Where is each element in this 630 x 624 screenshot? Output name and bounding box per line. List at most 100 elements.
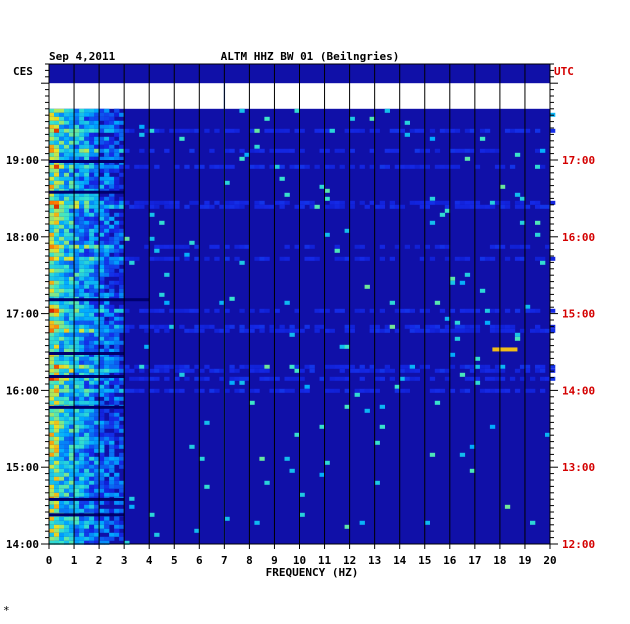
spectrogram-cell (59, 420, 65, 425)
spectrogram-cell (69, 536, 75, 541)
spectrogram-cell (149, 200, 155, 205)
spectrogram-cell (489, 204, 496, 209)
spectrogram-cell (324, 364, 330, 369)
spectrogram-cell (519, 200, 526, 205)
spectrogram-cell (79, 124, 85, 129)
spectrogram-cell (74, 132, 80, 137)
spectrogram-cell (489, 308, 496, 313)
x-tick-label: 7 (221, 554, 228, 567)
spectrogram-cell (74, 380, 80, 385)
spectrogram-cell (99, 240, 105, 245)
spectrogram-cell (489, 328, 496, 333)
spectrogram-cell (69, 196, 75, 201)
spectrogram-cell (194, 324, 200, 329)
spectrogram-cell (64, 184, 70, 189)
spectrogram-cell (269, 324, 275, 329)
spectrogram-cell (84, 220, 90, 225)
spectrogram-cell (79, 164, 85, 169)
x-tick-label: 4 (146, 554, 153, 567)
spectrogram-cell (74, 316, 80, 321)
spectrogram-cell (119, 236, 125, 241)
spectrogram-cell (344, 128, 350, 133)
spectrogram-cell (229, 380, 235, 385)
spectrogram-cell (174, 128, 180, 133)
spectrogram-cell (224, 200, 230, 205)
spectrogram-cell (84, 340, 90, 345)
spectrogram-cell (69, 368, 75, 373)
spectrogram-cell (224, 388, 230, 393)
spectrogram-cell (474, 364, 481, 369)
x-tick-label: 14 (393, 554, 407, 567)
spectrogram-cell (179, 364, 185, 369)
spectrogram-cell (99, 216, 105, 221)
spectrogram-cell (79, 316, 85, 321)
spectrogram-cell (104, 344, 110, 349)
spectrogram-cell (69, 256, 75, 261)
spectrogram-cell (54, 152, 60, 157)
spectrogram-cell (59, 132, 65, 137)
x-tick-label: 16 (443, 554, 457, 567)
spectrogram-cell (54, 176, 60, 181)
spectrogram-cell (279, 328, 285, 333)
spectrogram-cell (79, 312, 85, 317)
spectrogram-cell (59, 476, 65, 481)
spectrogram-cell (59, 252, 65, 257)
spectrogram-cell (229, 376, 235, 381)
spectrogram-cell (499, 364, 506, 369)
spectrogram-cell (59, 256, 65, 261)
spectrogram-cell (119, 320, 125, 325)
spectrogram-cell (384, 328, 390, 333)
spectrogram-cell (119, 508, 125, 513)
spectrogram-cell (69, 540, 75, 545)
spectrogram-cell (74, 480, 80, 485)
spectrogram-cell (174, 376, 180, 381)
spectrogram-cell (59, 116, 65, 121)
spectrogram-cell (144, 376, 150, 381)
spectrogram-cell (154, 532, 160, 537)
spectrogram-cell (514, 256, 521, 261)
spectrogram-cell (545, 376, 551, 381)
spectrogram-cell (114, 228, 120, 233)
spectrogram-cell (404, 324, 410, 329)
spectrogram-cell (424, 328, 430, 333)
spectrogram-cell (319, 324, 325, 329)
spectrogram-cell (369, 324, 375, 329)
spectrogram-cell (444, 208, 451, 213)
spectrogram-cell (74, 264, 80, 269)
spectrogram-cell (114, 372, 120, 377)
spectrogram-cell (74, 308, 80, 313)
spectrogram-cell (454, 336, 461, 341)
spectrogram-cell (99, 292, 105, 297)
spectrogram-cell (359, 368, 365, 373)
spectrogram-cell (119, 424, 125, 429)
spectrogram-cell (535, 164, 541, 169)
spectrogram-cell (299, 204, 305, 209)
spectrogram-cell (154, 128, 160, 133)
spectrogram-cell (99, 452, 105, 457)
spectrogram-cell (94, 176, 100, 181)
spectrogram-cell (59, 508, 65, 513)
spectrogram-cell (79, 348, 85, 353)
spectrogram-cell (79, 532, 85, 537)
spectrogram-cell (434, 388, 441, 393)
spectrogram-cell (109, 388, 115, 393)
spectrogram-cell (79, 504, 85, 509)
spectrogram-cell (74, 156, 80, 161)
spectrogram-cell (359, 388, 365, 393)
spectrogram-cell (114, 240, 120, 245)
spectrogram-cell (414, 328, 420, 333)
spectrogram-cell (119, 376, 125, 381)
spectrogram-cell (99, 112, 105, 117)
spectrogram-cell (119, 204, 125, 209)
spectrogram-cell (249, 400, 255, 405)
spectrogram-cell (49, 192, 55, 197)
spectrogram-cell (64, 124, 70, 129)
spectrogram-cell (509, 128, 516, 133)
spectrogram-cell (234, 128, 240, 133)
spectrogram-cell (64, 408, 70, 413)
spectrogram-cell (49, 256, 55, 261)
spectrogram-cell (119, 324, 125, 329)
spectrogram-cell (339, 308, 345, 313)
spectrogram-cell (124, 200, 130, 205)
data-gap-band (49, 513, 125, 517)
